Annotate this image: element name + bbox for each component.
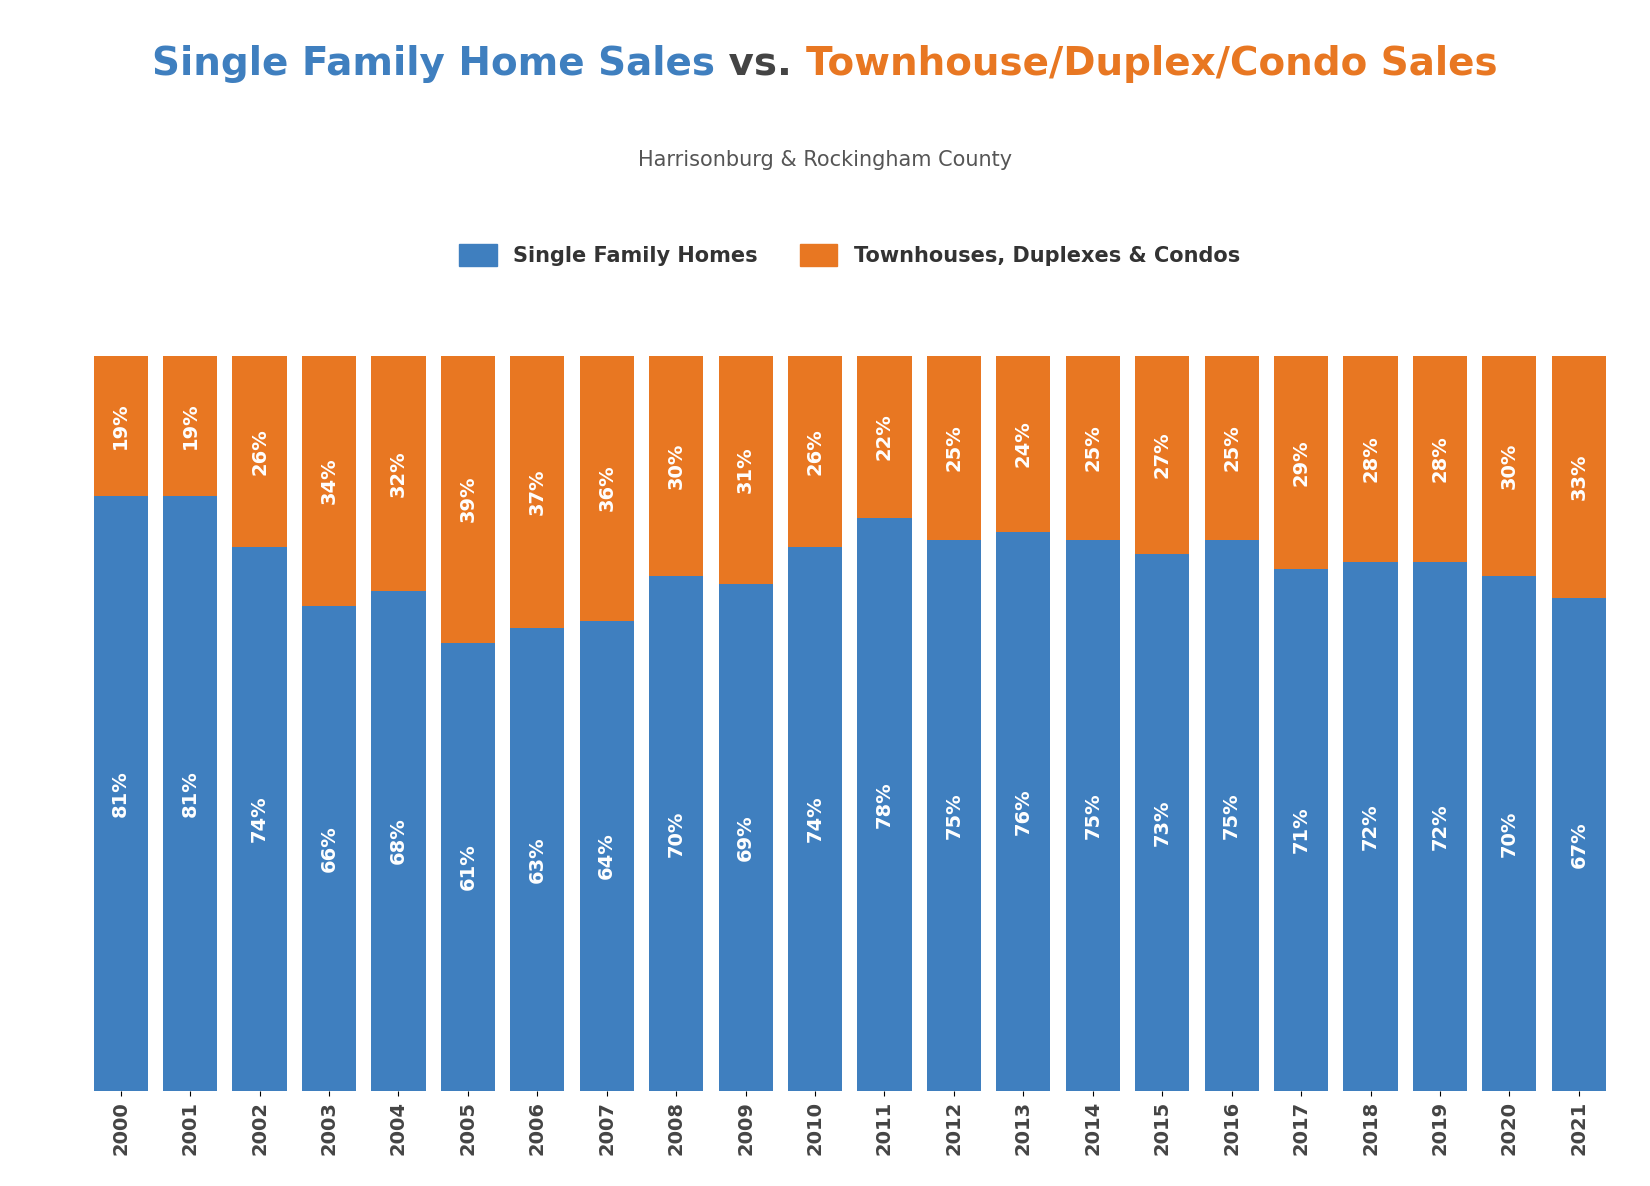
Bar — [302, 356, 356, 606]
Bar — [510, 627, 564, 1091]
Text: Harrisonburg & Rockingham County: Harrisonburg & Rockingham County — [639, 151, 1011, 170]
Bar — [1412, 356, 1467, 562]
Text: 68%: 68% — [389, 817, 408, 865]
Bar — [1135, 356, 1190, 554]
Text: 70%: 70% — [1500, 810, 1520, 857]
Text: 74%: 74% — [805, 796, 825, 842]
Text: 25%: 25% — [944, 425, 964, 471]
Text: 36%: 36% — [597, 465, 615, 511]
Bar — [997, 356, 1051, 533]
Bar — [94, 496, 148, 1091]
Bar — [718, 584, 772, 1091]
Text: 81%: 81% — [111, 770, 130, 817]
Bar — [1482, 576, 1536, 1091]
Text: Single Family Home Sales: Single Family Home Sales — [152, 45, 716, 83]
Text: vs.: vs. — [716, 45, 805, 83]
Bar — [1274, 569, 1328, 1091]
Bar — [1482, 356, 1536, 576]
Bar — [302, 606, 356, 1091]
Text: vs.: vs. — [716, 45, 805, 83]
Text: 25%: 25% — [1084, 425, 1102, 471]
Text: 30%: 30% — [1500, 442, 1520, 490]
Text: 19%: 19% — [180, 402, 200, 449]
Text: 73%: 73% — [1153, 799, 1172, 846]
Bar — [927, 356, 982, 540]
Text: 37%: 37% — [528, 468, 546, 515]
Bar — [1551, 356, 1605, 599]
Text: 19%: 19% — [111, 402, 130, 449]
Bar — [163, 356, 218, 496]
Bar — [1066, 540, 1120, 1091]
Bar — [510, 356, 564, 627]
Bar — [927, 540, 982, 1091]
Text: 61%: 61% — [459, 843, 477, 891]
Text: 26%: 26% — [805, 428, 825, 474]
Bar — [858, 356, 911, 517]
Bar — [579, 620, 634, 1091]
Text: 63%: 63% — [528, 836, 546, 882]
Text: 71%: 71% — [1292, 806, 1310, 854]
Text: 25%: 25% — [1223, 425, 1241, 471]
Bar — [1066, 356, 1120, 540]
Bar — [579, 356, 634, 620]
Text: 67%: 67% — [1569, 822, 1589, 868]
Text: 64%: 64% — [597, 833, 615, 879]
Text: 28%: 28% — [1431, 435, 1449, 483]
Text: 32%: 32% — [389, 451, 408, 497]
Bar — [441, 356, 495, 643]
Text: 76%: 76% — [1013, 789, 1033, 835]
Bar — [1204, 356, 1259, 540]
Text: 27%: 27% — [1153, 432, 1172, 478]
Bar — [233, 356, 287, 547]
Text: 81%: 81% — [180, 770, 200, 817]
Bar — [1135, 554, 1190, 1091]
Text: 74%: 74% — [251, 796, 269, 842]
Text: 33%: 33% — [1569, 454, 1589, 500]
Text: 24%: 24% — [1013, 421, 1033, 467]
Text: Single Family Home Sales: Single Family Home Sales — [152, 45, 716, 83]
Bar — [858, 517, 911, 1091]
Legend: Single Family Homes, Townhouses, Duplexes & Condos: Single Family Homes, Townhouses, Duplexe… — [449, 234, 1251, 276]
Bar — [997, 533, 1051, 1091]
Bar — [789, 356, 842, 547]
Bar — [718, 356, 772, 584]
Text: 72%: 72% — [1361, 803, 1379, 849]
Bar — [789, 547, 842, 1091]
Bar — [1204, 540, 1259, 1091]
Bar — [1343, 356, 1398, 562]
Text: 75%: 75% — [944, 792, 964, 839]
Bar — [94, 356, 148, 496]
Bar — [371, 591, 426, 1091]
Text: 34%: 34% — [320, 458, 338, 504]
Bar — [648, 576, 703, 1091]
Text: 31%: 31% — [736, 446, 756, 493]
Bar — [1274, 356, 1328, 569]
Bar — [233, 547, 287, 1091]
Bar — [1412, 562, 1467, 1091]
Text: 72%: 72% — [1431, 803, 1449, 849]
Text: 28%: 28% — [1361, 435, 1379, 483]
Bar — [163, 496, 218, 1091]
Text: Single Family Home Sales vs. Townhouse/Duplex/Condo Sales: Single Family Home Sales vs. Townhouse/D… — [152, 45, 1498, 83]
Text: 70%: 70% — [667, 810, 686, 857]
Bar — [648, 356, 703, 576]
Text: 66%: 66% — [320, 825, 338, 872]
Text: 30%: 30% — [667, 442, 686, 490]
Text: 22%: 22% — [874, 413, 894, 460]
Text: 75%: 75% — [1223, 792, 1241, 839]
Bar — [441, 643, 495, 1091]
Text: 26%: 26% — [251, 428, 269, 474]
Bar — [1343, 562, 1398, 1091]
Text: 69%: 69% — [736, 814, 756, 861]
Text: Townhouse/Duplex/Condo Sales: Townhouse/Duplex/Condo Sales — [805, 45, 1498, 83]
Text: 29%: 29% — [1292, 439, 1310, 486]
Text: 39%: 39% — [459, 476, 477, 523]
Text: 78%: 78% — [874, 782, 894, 828]
Bar — [371, 356, 426, 591]
Text: 75%: 75% — [1084, 792, 1102, 839]
Bar — [1551, 599, 1605, 1091]
Text: Townhouse/Duplex/Condo Sales: Townhouse/Duplex/Condo Sales — [805, 45, 1498, 83]
